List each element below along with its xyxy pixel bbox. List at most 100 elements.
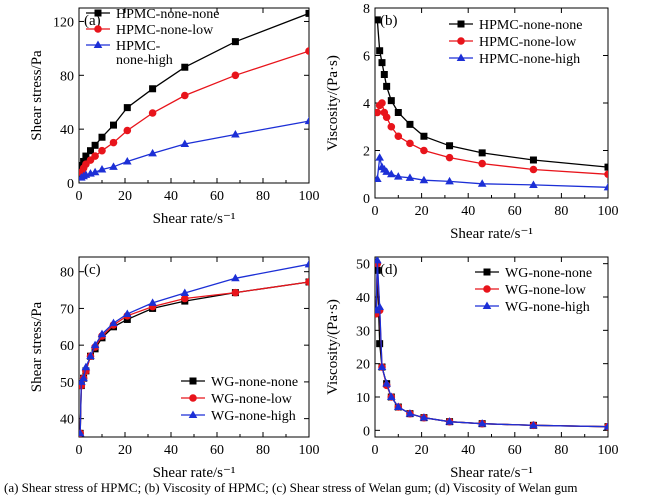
panel-a-xtick-label: 80 — [256, 189, 270, 204]
panel-b-xlabel: Shear rate/s⁻¹ — [450, 226, 533, 242]
panel-b-series-0 — [375, 16, 608, 171]
panel-a-legend-label: HPMC- — [116, 39, 161, 54]
panel-c-ytick-label: 70 — [60, 302, 74, 317]
panel-c-data-point — [231, 273, 240, 282]
panel-c-data-point — [181, 294, 189, 303]
panel-d-data-point — [375, 257, 382, 264]
panel-b-ylabel: Viscosity/(Pa·s) — [325, 55, 341, 151]
panel-d-ytick-label: 20 — [356, 358, 370, 373]
panel-a-data-point — [181, 91, 189, 100]
panel-b-data-point — [394, 172, 403, 180]
panel-b-data-point — [375, 108, 382, 117]
panel-b-legend: HPMC-none-none HPMC-none-low HPMC-none-hig… — [449, 18, 582, 67]
panel-a-series-1 — [79, 47, 309, 177]
panel-b-data-point — [419, 175, 429, 184]
panel-a-data-point — [110, 121, 117, 129]
panel-b-data-point — [445, 176, 454, 185]
panel-d: 0 20 40 60 80 100 0 10 20 30 40 50 Shear rate/s⁻¹ Vis… — [325, 256, 619, 481]
panel-b-data-point — [387, 122, 396, 131]
panel-b-legend-marker — [457, 37, 465, 45]
panel-a-data-point — [149, 85, 157, 93]
panel-a-xlabel: Shear rate/s⁻¹ — [153, 211, 236, 227]
panel-c-data-point — [304, 259, 309, 268]
panel-a-data-point — [109, 138, 118, 147]
panel-a-tag: (a) — [84, 13, 101, 29]
panel-a-xtick-label: 100 — [299, 189, 320, 204]
panel-a-data-point — [304, 116, 309, 125]
panel-d-legend-label: WG-none-none — [505, 266, 592, 281]
panel-b-series-2 — [375, 153, 608, 191]
panel-d-xtick-label: 20 — [415, 443, 429, 458]
panel-c-ytick-label: 40 — [60, 413, 74, 428]
panel-b-data-point — [383, 82, 391, 90]
panel-a-series-2 — [79, 116, 309, 181]
panel-b-legend-marker — [457, 20, 465, 28]
panel-c-data-point — [81, 362, 91, 371]
panel-b-legend-label: HPMC-none-none — [479, 18, 582, 33]
panel-b-data-point — [380, 71, 388, 78]
panel-c: 0 20 40 60 80 100 40 50 60 70 80 Shear rate/s⁻¹ Shea… — [29, 256, 320, 481]
panel-c-data-point — [86, 351, 95, 360]
panel-d-legend-marker — [482, 301, 492, 309]
panel-a-ylabel: Shear stress/Pa — [29, 50, 45, 141]
panel-a-data-point — [181, 63, 189, 71]
panel-c-data-point — [123, 309, 132, 317]
panel-c-legend-marker — [188, 410, 198, 418]
panel-a-ytick-label: 40 — [60, 123, 74, 138]
panel-b-data-point — [420, 146, 428, 155]
panel-b-series-1 — [375, 99, 608, 179]
panel-c-legend-marker — [189, 394, 197, 402]
panel-b-xtick-label: 100 — [598, 204, 619, 219]
panel-a-xtick-label: 20 — [118, 189, 132, 204]
panel-c-data-point — [231, 288, 240, 297]
panel-b-xtick-label: 80 — [554, 204, 568, 219]
panel-a: 0 20 40 60 80 100 0 40 80 120 Shear rate/s⁻¹ Shear … — [29, 7, 320, 227]
panel-a-legend-marker — [94, 9, 102, 17]
panel-b-legend-marker — [456, 53, 466, 61]
panel-d-ytick-label: 0 — [363, 424, 370, 439]
panel-a-data-point — [98, 146, 106, 155]
panel-a-data-point — [82, 152, 90, 160]
panel-b-data-point — [446, 142, 454, 150]
panel-c-data-point — [90, 340, 100, 349]
panel-d-legend: WG-none-none WG-none-low WG-none-high — [475, 266, 592, 315]
panel-a-data-point — [148, 148, 157, 157]
panel-c-xlabel: Shear rate/s⁻¹ — [153, 465, 236, 481]
panel-a-data-point — [305, 9, 309, 17]
panel-b-data-point — [375, 16, 381, 24]
figure-caption: (a) Shear stress of HPMC; (b) Viscosity … — [4, 480, 578, 495]
panel-a-data-point — [123, 104, 131, 112]
panel-b-data-point — [382, 113, 391, 122]
panel-b-data-point — [394, 132, 403, 141]
panel-d-xlabel: Shear rate/s⁻¹ — [450, 465, 533, 481]
panel-a-ytick-label: 0 — [67, 177, 74, 192]
panel-b-xtick-label: 60 — [508, 204, 522, 219]
panel-b-data-point — [387, 97, 395, 105]
panel-c-series-line — [79, 263, 309, 434]
panel-d-data-point — [603, 422, 608, 430]
panel-b: 0 20 40 60 80 100 0 2 4 6 8 Shear rate/s⁻¹ Viscosity… — [325, 2, 619, 242]
panel-c-xtick-label: 100 — [299, 443, 320, 458]
panel-d-data-point — [375, 302, 384, 310]
panel-a-legend-marker — [93, 40, 103, 48]
panel-d-legend-marker — [483, 285, 491, 293]
panel-d-ytick-label: 50 — [356, 258, 370, 273]
panel-d-ytick-label: 40 — [356, 291, 370, 306]
panel-b-data-point — [375, 174, 382, 182]
panel-c-legend-label: WG-none-none — [211, 375, 298, 390]
panel-b-data-point — [378, 59, 386, 67]
panel-c-xtick-label: 0 — [76, 443, 83, 458]
panel-b-data-point — [604, 163, 608, 171]
panel-c-xtick-label: 20 — [118, 443, 132, 458]
panel-a-data-point — [98, 133, 106, 141]
panel-a-data-point — [90, 167, 100, 176]
panel-b-data-point — [478, 149, 486, 157]
panel-a-data-point — [231, 71, 240, 80]
panel-c-data-point — [79, 428, 85, 437]
panel-c-legend-label: WG-none-low — [211, 392, 293, 407]
panel-d-data-point — [529, 420, 538, 429]
panel-b-xtick-label: 0 — [372, 204, 379, 219]
panel-b-ytick-label: 0 — [363, 192, 370, 207]
panel-d-ytick-label: 10 — [356, 391, 370, 406]
